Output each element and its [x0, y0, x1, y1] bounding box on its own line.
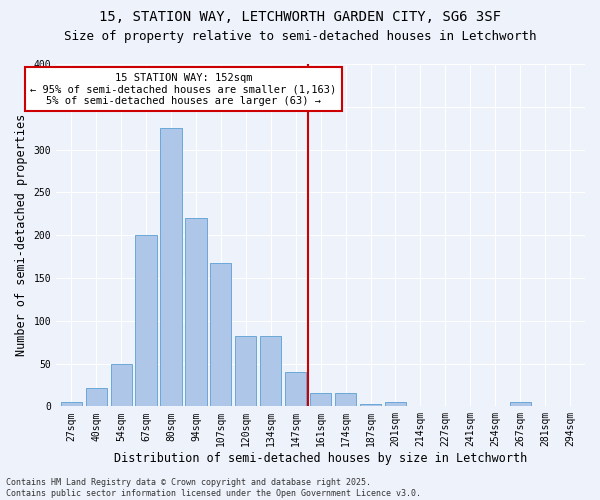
Text: 15, STATION WAY, LETCHWORTH GARDEN CITY, SG6 3SF: 15, STATION WAY, LETCHWORTH GARDEN CITY,… — [99, 10, 501, 24]
Text: Contains HM Land Registry data © Crown copyright and database right 2025.
Contai: Contains HM Land Registry data © Crown c… — [6, 478, 421, 498]
Bar — [260, 336, 281, 406]
Bar — [110, 364, 132, 406]
Bar — [210, 264, 232, 406]
Y-axis label: Number of semi-detached properties: Number of semi-detached properties — [15, 114, 28, 356]
Bar — [61, 402, 82, 406]
Text: Size of property relative to semi-detached houses in Letchworth: Size of property relative to semi-detach… — [64, 30, 536, 43]
Bar — [310, 394, 331, 406]
Bar — [235, 336, 256, 406]
Bar — [360, 404, 381, 406]
Bar — [385, 402, 406, 406]
Bar — [136, 235, 157, 406]
Bar — [160, 128, 182, 406]
Bar — [335, 394, 356, 406]
X-axis label: Distribution of semi-detached houses by size in Letchworth: Distribution of semi-detached houses by … — [114, 452, 527, 465]
Bar — [285, 372, 306, 406]
Bar — [86, 388, 107, 406]
Text: 15 STATION WAY: 152sqm
← 95% of semi-detached houses are smaller (1,163)
5% of s: 15 STATION WAY: 152sqm ← 95% of semi-det… — [31, 72, 337, 106]
Bar — [509, 402, 531, 406]
Bar — [185, 218, 206, 406]
